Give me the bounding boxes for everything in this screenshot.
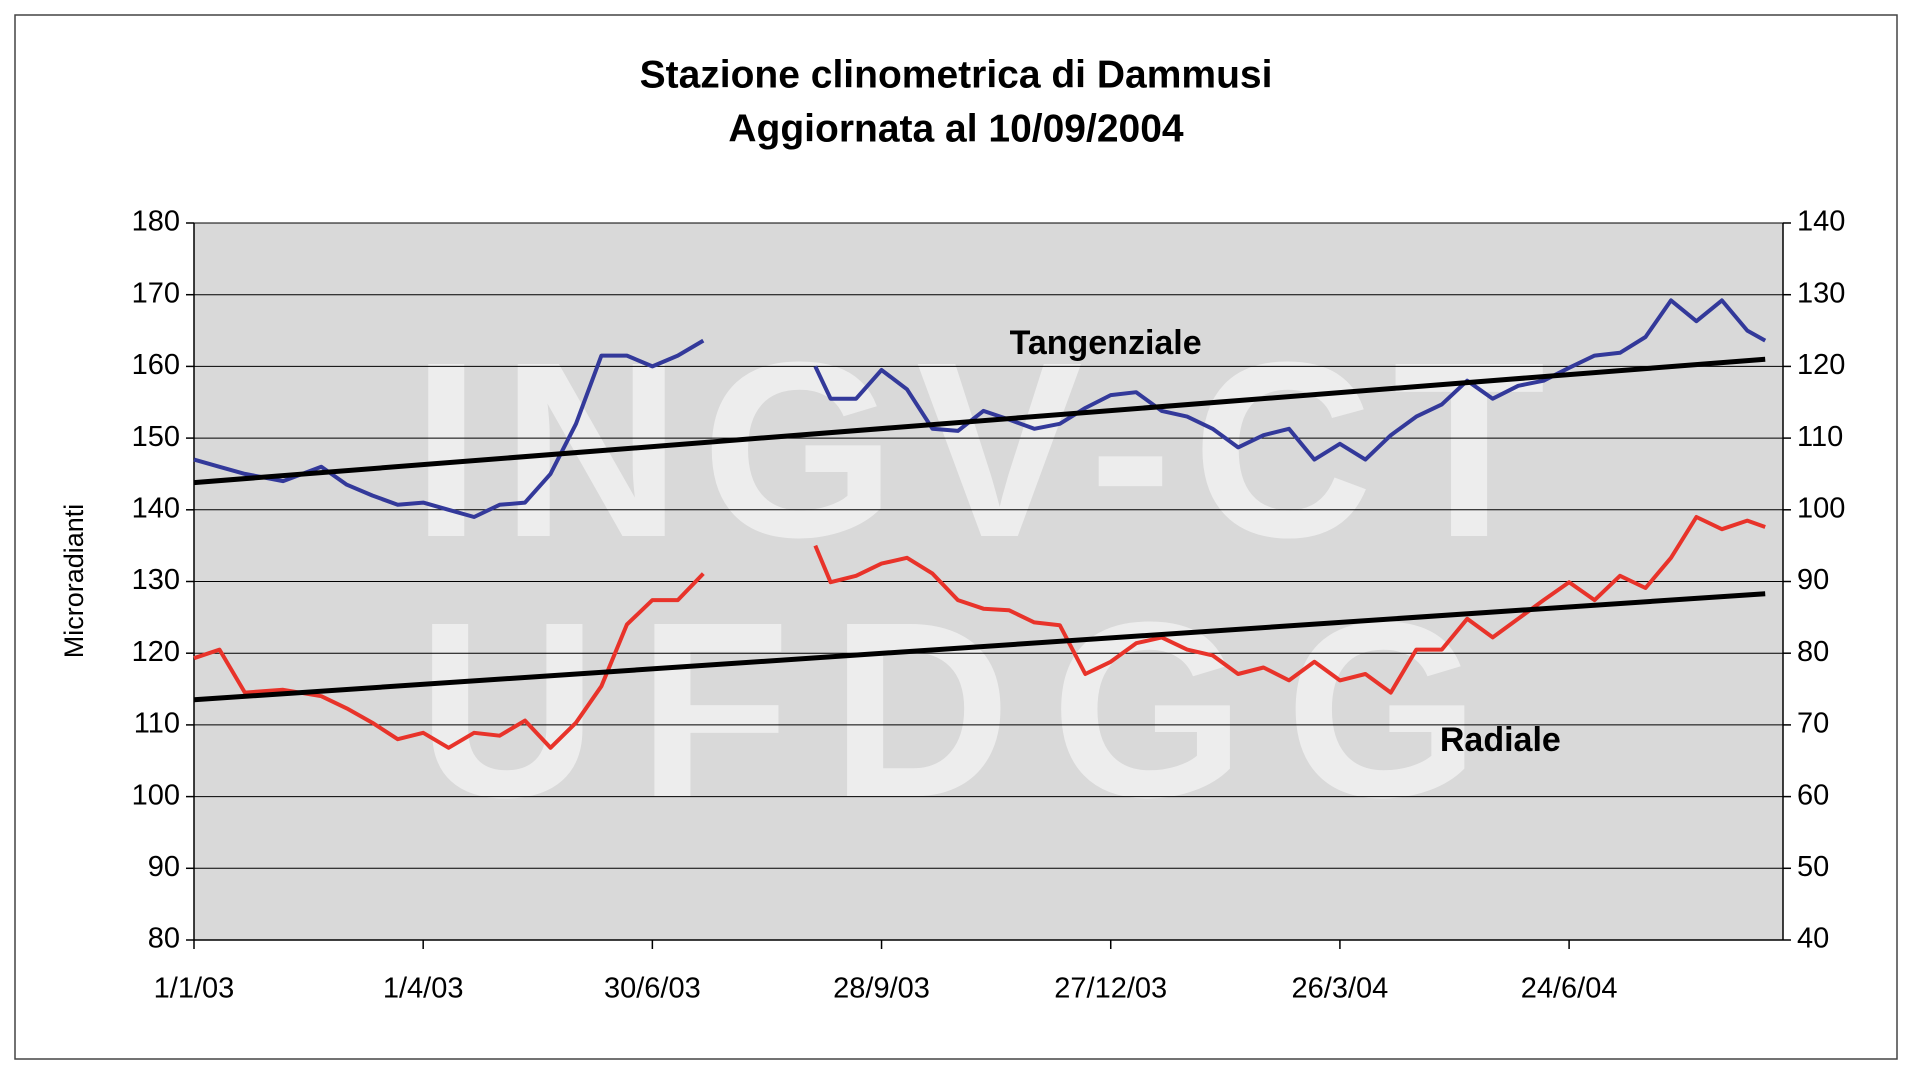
y-tick-label: 180	[132, 206, 180, 238]
y2-tick-label: 70	[1797, 708, 1829, 740]
x-tick-label: 28/9/03	[833, 973, 930, 1005]
y-tick-label: 150	[132, 421, 180, 453]
y-tick-label: 100	[132, 779, 180, 811]
x-tick-label: 24/6/04	[1521, 973, 1618, 1005]
trend-line	[193, 356, 1766, 486]
y2-tick-label: 120	[1797, 349, 1845, 381]
trend-line	[193, 591, 1766, 703]
y2-tick-label: 110	[1797, 421, 1843, 453]
y-tick-label: 140	[132, 492, 180, 524]
annotation: Radiale	[1440, 721, 1561, 759]
y-tick-label: 90	[148, 851, 180, 883]
y2-tick-label: 130	[1797, 277, 1845, 309]
y-tick-label: 120	[132, 636, 180, 668]
y-tick-label: 80	[148, 923, 180, 955]
y-tick-label: 130	[132, 564, 180, 596]
y2-tick-label: 40	[1797, 923, 1829, 955]
x-tick-label: 1/4/03	[383, 973, 464, 1005]
y-tick-label: 160	[132, 349, 180, 381]
y2-tick-label: 140	[1797, 206, 1845, 238]
annotation: Tangenziale	[1010, 324, 1202, 362]
y2-tick-label: 100	[1797, 492, 1845, 524]
y2-tick-label: 50	[1797, 851, 1829, 883]
x-tick-label: 1/1/03	[154, 973, 235, 1005]
y-tick-label: 170	[132, 277, 180, 309]
y-tick-label: 110	[134, 708, 180, 740]
x-tick-label: 27/12/03	[1054, 973, 1167, 1005]
chart-title: Stazione clinometrica di Dammusi	[640, 53, 1273, 96]
y2-tick-label: 60	[1797, 779, 1829, 811]
y2-tick-label: 90	[1797, 564, 1829, 596]
watermark-text: UFDGG	[417, 570, 1520, 849]
y-axis-label: Microradianti	[59, 504, 89, 659]
chart-subtitle: Aggiornata al 10/09/2004	[728, 107, 1184, 150]
y2-tick-label: 80	[1797, 636, 1829, 668]
x-tick-label: 26/3/04	[1292, 973, 1389, 1005]
x-tick-label: 30/6/03	[604, 973, 701, 1005]
